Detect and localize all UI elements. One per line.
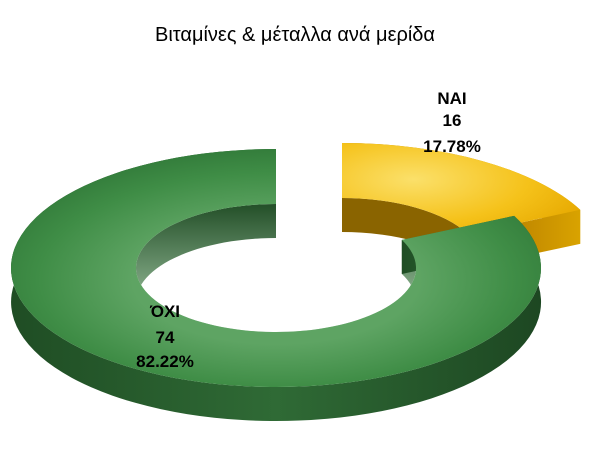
slice-label-category: ΌΧΙ <box>149 302 180 321</box>
slice-inner-side <box>342 198 468 268</box>
slice-label-category: ΝΑΙ <box>437 89 466 108</box>
slice-label-value: 74 <box>156 328 175 347</box>
slice-1 <box>10 149 542 421</box>
slice-label-value: 16 <box>443 111 462 130</box>
slice-label-percent: 17.78% <box>423 137 481 156</box>
chart-title: Βιταμίνες & μέταλλα ανά μερίδα <box>154 24 435 46</box>
slice-top <box>10 149 541 388</box>
slice-top <box>342 143 581 234</box>
slice-label-percent: 82.22% <box>136 352 194 371</box>
